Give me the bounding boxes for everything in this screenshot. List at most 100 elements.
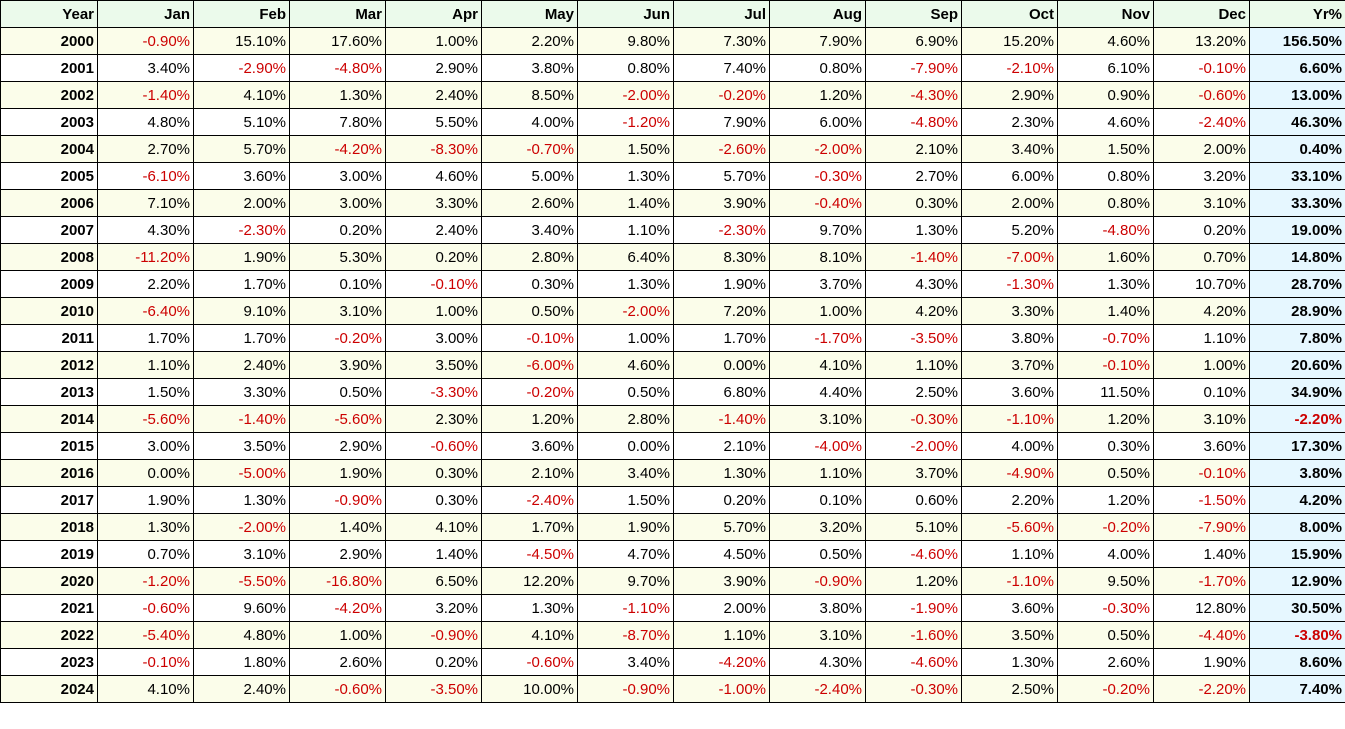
month-return-cell: 3.40% [97,54,194,82]
month-return-cell: 1.20% [1057,486,1154,514]
month-return-cell: -7.90% [865,54,962,82]
yearly-return-cell: 4.20% [1249,486,1345,514]
year-cell: 2021 [0,594,98,622]
column-header-feb: Feb [193,0,290,28]
month-return-cell: -2.60% [673,135,770,163]
month-return-cell: 9.80% [577,27,674,55]
month-return-cell: -2.30% [193,216,290,244]
month-return-cell: 1.40% [577,189,674,217]
month-return-cell: -5.40% [97,621,194,649]
month-return-cell: 1.10% [961,540,1058,568]
month-return-cell: 1.90% [673,270,770,298]
table-row: 2003 4.80% 5.10% 7.80% 5.50% 4.00% -1.20% 7.90%… [0,108,1345,136]
month-return-cell: 2.40% [385,216,482,244]
year-cell: 2008 [0,243,98,271]
month-return-cell: 3.60% [1153,432,1250,460]
year-cell: 2003 [0,108,98,136]
month-return-cell: 6.80% [673,378,770,406]
month-return-cell: 9.60% [193,594,290,622]
yearly-return-cell: 3.80% [1249,459,1345,487]
month-return-cell: 3.40% [577,459,674,487]
month-return-cell: 3.40% [481,216,578,244]
month-return-cell: -2.00% [865,432,962,460]
month-return-cell: 1.70% [481,513,578,541]
month-return-cell: -6.40% [97,297,194,325]
month-return-cell: -0.30% [865,675,962,703]
month-return-cell: 15.10% [193,27,290,55]
month-return-cell: 4.10% [481,621,578,649]
month-return-cell: 0.30% [385,459,482,487]
year-cell: 2024 [0,675,98,703]
month-return-cell: 9.10% [193,297,290,325]
month-return-cell: 5.70% [193,135,290,163]
month-return-cell: 1.10% [1153,324,1250,352]
month-return-cell: 1.50% [97,378,194,406]
year-cell: 2007 [0,216,98,244]
month-return-cell: 13.20% [1153,27,1250,55]
yearly-return-cell: 33.10% [1249,162,1345,190]
month-return-cell: 5.50% [385,108,482,136]
month-return-cell: 2.20% [97,270,194,298]
year-cell: 2023 [0,648,98,676]
month-return-cell: 5.20% [961,216,1058,244]
month-return-cell: 4.60% [1057,108,1154,136]
month-return-cell: 6.00% [961,162,1058,190]
month-return-cell: -4.40% [1153,621,1250,649]
month-return-cell: 2.10% [865,135,962,163]
table-row: 2002 -1.40% 4.10% 1.30% 2.40% 8.50% -2.00% -0.2… [0,81,1345,109]
table-row: 2009 2.20% 1.70% 0.10% -0.10% 0.30% 1.30% 1.90%… [0,270,1345,298]
month-return-cell: 0.80% [577,54,674,82]
month-return-cell: -0.60% [1153,81,1250,109]
month-return-cell: 4.80% [193,621,290,649]
yearly-return-cell: 7.80% [1249,324,1345,352]
month-return-cell: 2.50% [865,378,962,406]
month-return-cell: -0.40% [769,189,866,217]
month-return-cell: 2.50% [961,675,1058,703]
month-return-cell: 2.80% [577,405,674,433]
month-return-cell: 4.60% [385,162,482,190]
month-return-cell: 1.50% [577,486,674,514]
month-return-cell: 3.70% [769,270,866,298]
year-cell: 2018 [0,513,98,541]
month-return-cell: 3.10% [193,540,290,568]
month-return-cell: -2.30% [673,216,770,244]
month-return-cell: -7.90% [1153,513,1250,541]
month-return-cell: 4.80% [97,108,194,136]
month-return-cell: -2.00% [193,513,290,541]
month-return-cell: 0.20% [1153,216,1250,244]
month-return-cell: -1.40% [673,405,770,433]
month-return-cell: -0.20% [673,81,770,109]
month-return-cell: -1.50% [1153,486,1250,514]
year-cell: 2010 [0,297,98,325]
yearly-return-cell: -2.20% [1249,405,1345,433]
month-return-cell: 7.30% [673,27,770,55]
month-return-cell: 0.00% [577,432,674,460]
month-return-cell: 2.60% [481,189,578,217]
month-return-cell: -1.10% [961,567,1058,595]
month-return-cell: 4.30% [97,216,194,244]
month-return-cell: 1.30% [289,81,386,109]
month-return-cell: 6.90% [865,27,962,55]
month-return-cell: -2.20% [1153,675,1250,703]
column-header-yr-pct: Yr% [1249,0,1345,28]
month-return-cell: 2.00% [193,189,290,217]
table-row: 2007 4.30% -2.30% 0.20% 2.40% 3.40% 1.10% -2.30… [0,216,1345,244]
month-return-cell: 3.60% [961,594,1058,622]
month-return-cell: 3.00% [385,324,482,352]
table-row: 2016 0.00% -5.00% 1.90% 0.30% 2.10% 3.40% 1.30%… [0,459,1345,487]
month-return-cell: 7.90% [769,27,866,55]
month-return-cell: -1.40% [865,243,962,271]
month-return-cell: 0.50% [481,297,578,325]
month-return-cell: -4.20% [673,648,770,676]
month-return-cell: -0.90% [385,621,482,649]
month-return-cell: 2.00% [673,594,770,622]
month-return-cell: 12.20% [481,567,578,595]
month-return-cell: -0.10% [97,648,194,676]
yearly-return-cell: 19.00% [1249,216,1345,244]
month-return-cell: -6.00% [481,351,578,379]
month-return-cell: -4.80% [289,54,386,82]
month-return-cell: -2.10% [961,54,1058,82]
month-return-cell: 11.50% [1057,378,1154,406]
year-cell: 2006 [0,189,98,217]
month-return-cell: -4.90% [961,459,1058,487]
